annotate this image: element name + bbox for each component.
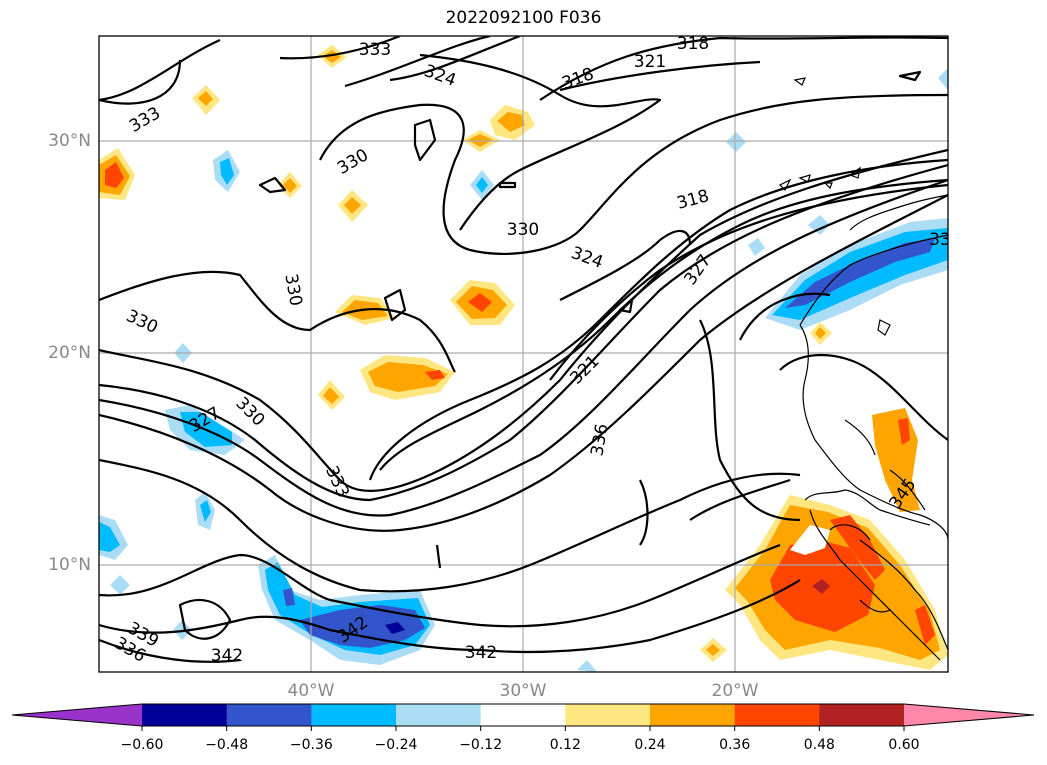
- cool-dot-10: [577, 660, 597, 672]
- colorbar-tick-label: 0.60: [888, 737, 919, 753]
- contour-lines: [99, 36, 948, 663]
- contour-label: 342: [211, 646, 243, 666]
- cool-band-northeast-core: [785, 238, 935, 308]
- cool-dot-8: [110, 575, 130, 595]
- warm-patch-2-core: [198, 91, 213, 106]
- warm-patch-7-core: [344, 197, 361, 214]
- cool-dot-7: [938, 68, 948, 90]
- warm-patch-12-core: [815, 327, 826, 339]
- cool-dot-6: [808, 215, 830, 235]
- colorbar-segments: [12, 704, 1034, 726]
- coastlines: [778, 77, 948, 661]
- lat-label-20n: 20°N: [48, 343, 91, 363]
- colorbar-ticks: −0.60 −0.48 −0.36 −0.24 −0.12 0.12 0.24 0.36 0.4…: [121, 726, 920, 753]
- colorbar-tick-label: −0.60: [121, 737, 164, 753]
- warm-strip-coast-2: [915, 605, 935, 645]
- contour-label: 33: [929, 230, 951, 250]
- colorbar-segment: [819, 704, 905, 726]
- warm-patch-8-core: [468, 293, 492, 312]
- colorbar-segment: [142, 704, 228, 726]
- colorbar-segment: [480, 704, 566, 726]
- colorbar-tick-label: −0.12: [459, 737, 502, 753]
- colorbar-tick-label: −0.24: [375, 737, 418, 753]
- map-frame: [98, 35, 949, 673]
- lon-label-40w: 40°W: [288, 681, 335, 701]
- warm-patch-11-core: [323, 387, 339, 404]
- colorbar-segment: [650, 704, 736, 726]
- cool-region-south-core: [300, 605, 425, 648]
- lon-label-30w: 30°W: [500, 681, 547, 701]
- warm-region-southeast-peak: [812, 579, 830, 594]
- colorbar: −0.60 −0.48 −0.36 −0.24 −0.12 0.12 0.24 0.36 0.4…: [11, 703, 1035, 753]
- warm-patch-1-core: [105, 162, 124, 188]
- lat-label-10n: 10°N: [48, 555, 91, 575]
- lat-axis-labels: 30°N 20°N 10°N: [48, 131, 91, 575]
- contour-label: 330: [507, 220, 539, 240]
- warm-patch-10-peak: [425, 370, 445, 380]
- contour-label: 333: [359, 40, 391, 60]
- contour-label: 342: [465, 643, 497, 663]
- lon-axis-labels: 40°W 30°W 20°W: [288, 681, 759, 701]
- gridlines: [99, 36, 948, 672]
- colorbar-extend-min: [12, 704, 142, 726]
- cool-region-west-edge-core: [99, 522, 120, 552]
- colorbar-tick-label: 0.12: [550, 737, 581, 753]
- cool-region-south-peak: [385, 622, 405, 634]
- warm-patch-10-core: [368, 362, 448, 392]
- colorbar-segment: [396, 704, 482, 726]
- map-title: 2022092100 F036: [445, 8, 602, 28]
- warm-patch-6-core: [283, 178, 297, 193]
- shaded-fields: [99, 45, 948, 672]
- lon-label-20w: 20°W: [712, 681, 759, 701]
- colorbar-segment: [311, 704, 397, 726]
- colorbar-segment: [565, 704, 651, 726]
- warm-patch-4-core: [497, 112, 525, 132]
- map-panel: 333 318 324 318 321 333 330 318 330 324 …: [99, 34, 951, 672]
- colorbar-tick-label: −0.36: [290, 737, 333, 753]
- cool-dot-5: [748, 238, 765, 256]
- warm-patch-3-core: [323, 50, 341, 63]
- colorbar-tick-label: 0.48: [804, 737, 835, 753]
- colorbar-tick-label: 0.24: [634, 737, 665, 753]
- colorbar-tick-label: 0.36: [719, 737, 750, 753]
- warm-region-africa-north-core: [898, 418, 910, 445]
- colorbar-extend-max: [904, 704, 1034, 726]
- lat-label-30n: 30°N: [48, 131, 91, 151]
- contour-label: 321: [634, 52, 666, 72]
- contour-label: 318: [677, 34, 709, 54]
- cool-dot-4: [726, 132, 746, 152]
- cool-region-south-peak-2: [283, 588, 295, 606]
- colorbar-segment: [226, 704, 312, 726]
- cool-dot-1-core: [220, 158, 234, 185]
- colorbar-segment: [734, 704, 820, 726]
- cool-region-west-2-core: [200, 500, 211, 522]
- cool-dot-2-core: [476, 177, 488, 193]
- warm-patch-13-core: [706, 644, 720, 656]
- warm-strip-coast: [830, 515, 885, 580]
- colorbar-tick-label: −0.48: [205, 737, 248, 753]
